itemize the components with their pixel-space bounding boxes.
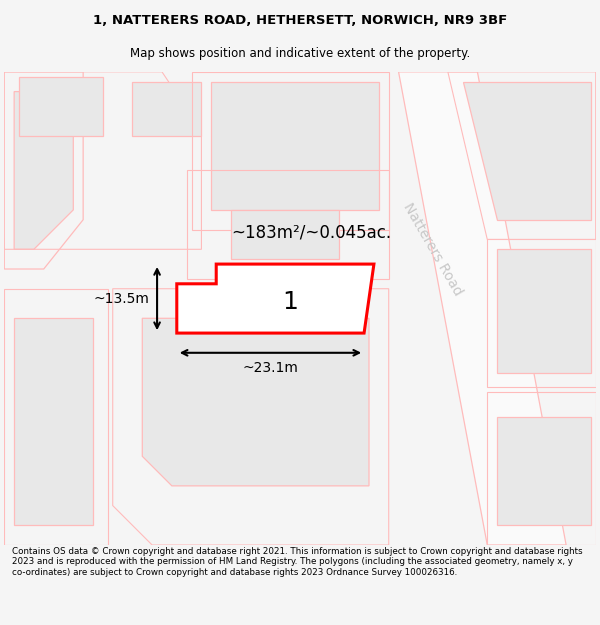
Polygon shape (497, 249, 591, 372)
Text: Natterers Road: Natterers Road (401, 201, 466, 298)
Polygon shape (19, 77, 103, 136)
Polygon shape (14, 92, 73, 249)
Text: 1, NATTERERS ROAD, HETHERSETT, NORWICH, NR9 3BF: 1, NATTERERS ROAD, HETHERSETT, NORWICH, … (93, 14, 507, 27)
Text: ~183m²/~0.045ac.: ~183m²/~0.045ac. (231, 223, 391, 241)
Text: ~23.1m: ~23.1m (242, 361, 298, 374)
Polygon shape (133, 82, 202, 136)
Polygon shape (398, 72, 566, 545)
Polygon shape (14, 318, 93, 525)
Text: ~13.5m: ~13.5m (94, 292, 149, 306)
Text: 1: 1 (282, 289, 298, 314)
Polygon shape (211, 82, 379, 210)
Polygon shape (142, 318, 369, 486)
Polygon shape (177, 264, 374, 333)
Polygon shape (231, 210, 340, 259)
Text: Contains OS data © Crown copyright and database right 2021. This information is : Contains OS data © Crown copyright and d… (12, 547, 583, 577)
Polygon shape (497, 417, 591, 525)
Text: Map shows position and indicative extent of the property.: Map shows position and indicative extent… (130, 48, 470, 61)
Polygon shape (463, 82, 591, 220)
